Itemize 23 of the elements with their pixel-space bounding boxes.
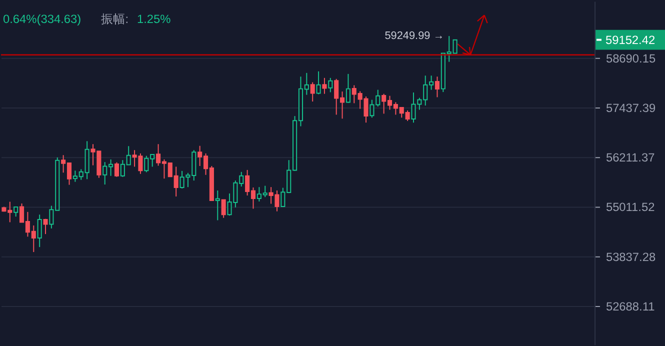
annotation: 振幅:: [101, 12, 129, 26]
candlestick: [434, 76, 440, 98]
candlestick: [328, 77, 333, 93]
y-tick-label: 53837.28: [606, 250, 656, 264]
text: 59152.42: [605, 32, 656, 47]
candlestick: [221, 199, 226, 218]
candlestick: [215, 190, 220, 221]
candlestick: [37, 214, 42, 248]
annotation: 59249.99 →: [384, 30, 444, 42]
candlestick: [14, 206, 18, 218]
annotation: 1.25%: [136, 12, 172, 26]
y-tick-label: 52688.11: [606, 299, 656, 314]
candlestick: [310, 82, 315, 102]
annotation: 0.64%(334.63): [2, 12, 82, 26]
candlestick: [43, 218, 48, 235]
y-tick-label: 56211.37: [606, 150, 656, 165]
candlestick: [322, 77, 327, 94]
y-tick-label: 57437.39: [606, 100, 656, 115]
candlestick: [316, 70, 321, 95]
y-tick-label: 55011.52: [606, 200, 656, 214]
candlestick: [114, 162, 120, 178]
candlestick: [346, 73, 350, 104]
y-tick-label: 58690.15: [606, 51, 656, 66]
